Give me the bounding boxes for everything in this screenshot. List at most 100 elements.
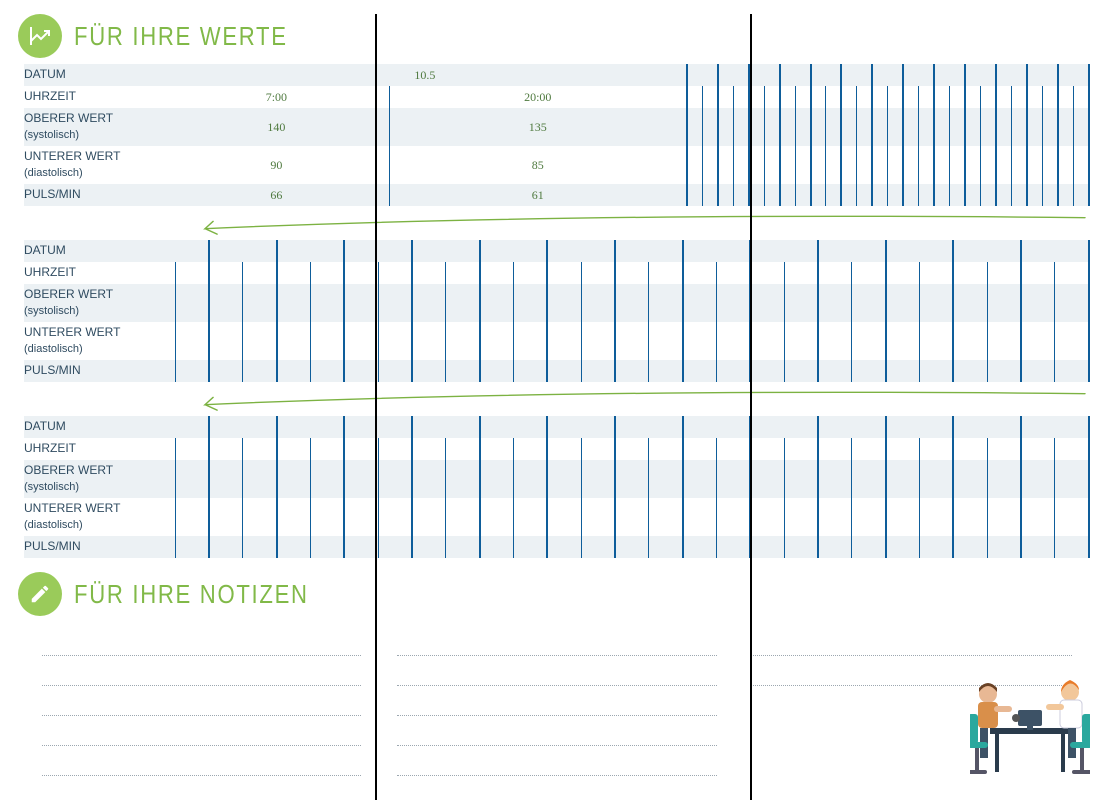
data-cell[interactable] [1058,86,1073,108]
data-cell[interactable] [480,438,514,460]
data-cell[interactable] [750,498,784,536]
data-cell[interactable] [311,284,345,322]
data-cell[interactable] [784,438,818,460]
data-cell[interactable] [547,498,581,536]
data-cell[interactable] [378,262,412,284]
data-cell[interactable] [1021,498,1055,536]
data-cell[interactable] [412,360,446,382]
data-cell[interactable] [784,498,818,536]
data-cell[interactable] [733,146,748,184]
data-cell[interactable] [446,536,480,558]
data-cell[interactable] [872,184,887,206]
data-cell[interactable] [987,536,1021,558]
data-cell[interactable] [683,284,717,322]
data-cell[interactable] [934,184,949,206]
data-cell[interactable] [1043,184,1058,206]
data-cell[interactable] [1058,184,1073,206]
data-cell[interactable] [480,284,514,322]
data-cell[interactable] [826,184,841,206]
data-cell[interactable] [649,360,683,382]
data-cell[interactable] [687,86,702,108]
data-cell[interactable] [311,498,345,536]
data-cell[interactable]: 135 [389,108,686,146]
data-cell[interactable] [683,460,717,498]
data-cell[interactable] [687,146,702,184]
data-cell[interactable] [581,322,615,360]
data-cell[interactable] [764,146,779,184]
data-cell[interactable] [683,438,717,460]
data-cell[interactable] [164,460,175,498]
data-cell[interactable] [987,498,1021,536]
data-cell[interactable] [344,284,378,322]
note-line[interactable] [753,630,1072,656]
data-cell[interactable] [344,536,378,558]
data-cell[interactable] [857,108,872,146]
data-cell[interactable] [175,322,209,360]
data-cell[interactable] [919,322,953,360]
data-cell[interactable] [277,360,311,382]
data-cell[interactable] [886,536,920,558]
data-cell[interactable] [175,360,209,382]
data-cell[interactable] [378,438,412,460]
data-cell[interactable] [888,184,903,206]
data-cell[interactable] [547,322,581,360]
data-cell[interactable] [344,438,378,460]
data-cell[interactable] [965,108,980,146]
data-cell[interactable] [718,184,733,206]
data-cell[interactable] [311,438,345,460]
data-cell[interactable] [480,416,548,438]
data-cell[interactable] [749,64,780,86]
data-cell[interactable] [683,536,717,558]
data-cell[interactable] [412,536,446,558]
data-cell[interactable] [175,262,209,284]
data-cell[interactable] [277,438,311,460]
data-cell[interactable] [886,498,920,536]
data-cell[interactable] [717,460,751,498]
data-cell[interactable] [857,184,872,206]
data-cell[interactable] [175,460,209,498]
data-cell[interactable] [886,360,920,382]
data-cell[interactable] [412,284,446,322]
data-cell[interactable] [987,284,1021,322]
note-line[interactable] [397,630,716,656]
data-cell[interactable] [164,416,209,438]
data-cell[interactable] [277,416,345,438]
data-cell[interactable] [784,284,818,322]
data-cell[interactable] [209,438,243,460]
data-cell[interactable]: 66 [164,184,389,206]
data-cell[interactable] [702,86,717,108]
data-cell[interactable] [547,262,581,284]
data-cell[interactable] [344,262,378,284]
data-cell[interactable] [311,360,345,382]
data-cell[interactable] [872,86,887,108]
data-cell[interactable] [750,284,784,322]
data-cell[interactable] [750,438,784,460]
data-cell[interactable] [919,262,953,284]
data-cell[interactable] [1043,108,1058,146]
data-cell[interactable] [981,146,996,184]
data-cell[interactable] [981,184,996,206]
data-cell[interactable] [480,498,514,536]
data-cell[interactable] [795,146,810,184]
data-cell[interactable] [344,498,378,536]
data-cell[interactable] [981,86,996,108]
data-cell[interactable] [547,438,581,460]
data-cell[interactable] [344,240,412,262]
data-cell[interactable] [733,184,748,206]
data-cell[interactable] [1012,108,1027,146]
data-cell[interactable] [784,460,818,498]
data-cell[interactable] [1012,184,1027,206]
data-cell[interactable] [175,284,209,322]
data-cell[interactable]: 7:00 [164,86,389,108]
data-cell[interactable] [852,438,886,460]
data-cell[interactable] [581,284,615,322]
data-cell[interactable] [953,460,987,498]
data-cell[interactable] [164,498,175,536]
data-cell[interactable] [852,262,886,284]
data-cell[interactable] [514,284,548,322]
data-cell[interactable] [1021,240,1089,262]
data-cell[interactable] [718,108,733,146]
data-cell[interactable] [175,536,209,558]
data-cell[interactable] [818,460,852,498]
data-cell[interactable] [919,284,953,322]
